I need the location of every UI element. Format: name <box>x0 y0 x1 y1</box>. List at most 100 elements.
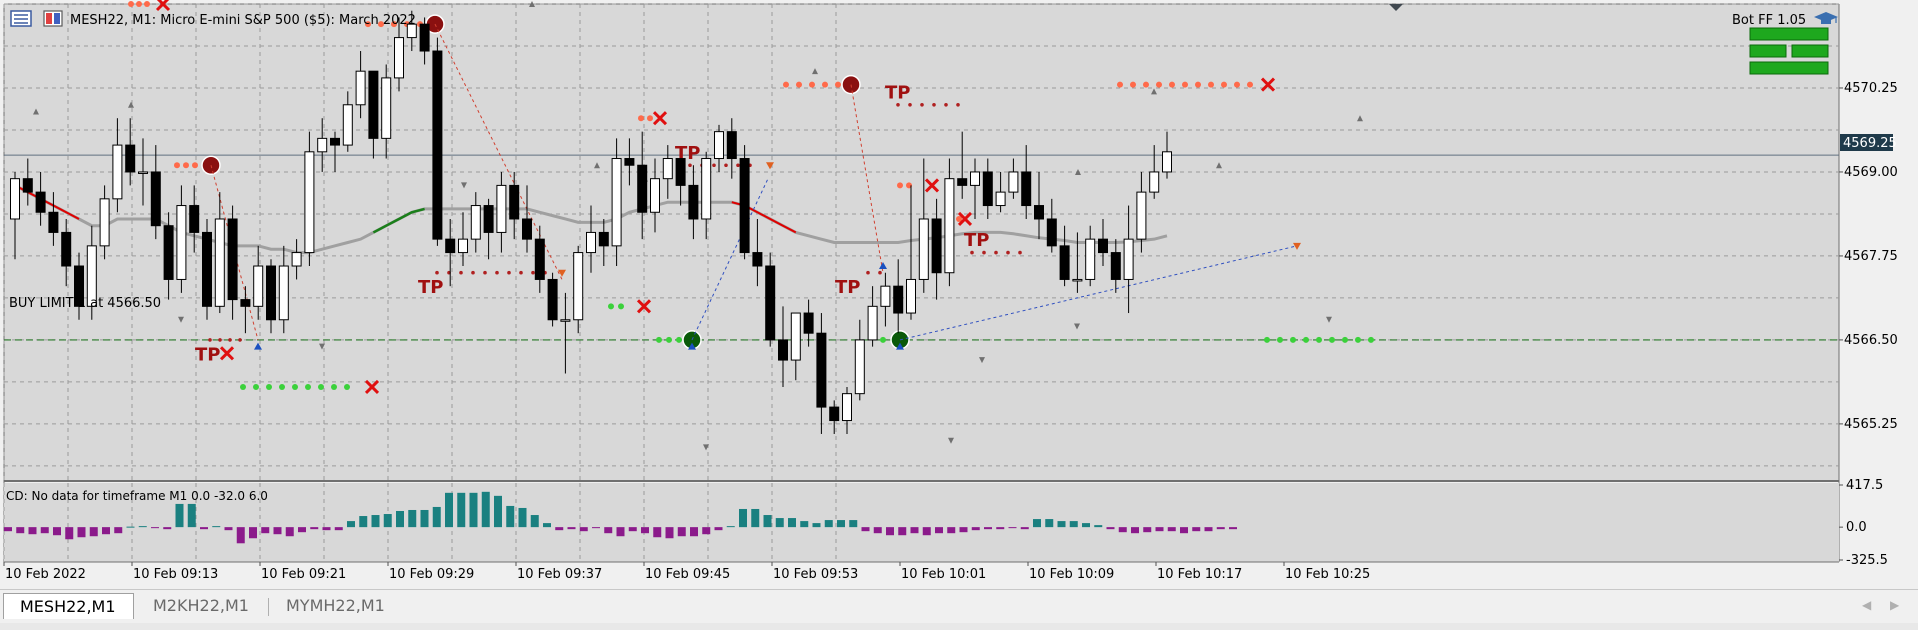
bot-button-4[interactable] <box>1749 61 1829 75</box>
tab-mymh22[interactable]: MYMH22,M1 <box>286 596 385 615</box>
histogram-bar <box>518 507 527 528</box>
candle-body <box>432 50 443 240</box>
scroll-right-icon[interactable]: ▶ <box>1890 598 1900 612</box>
histogram-bar <box>849 520 858 528</box>
level-dot <box>712 163 716 168</box>
indicator-label: CD: No data for timeframe M1 0.0 -32.0 6… <box>6 489 268 503</box>
level-dot <box>1303 336 1309 343</box>
time-axis-label: 10 Feb 10:25 <box>1285 567 1370 582</box>
candle-body <box>445 238 456 254</box>
level-dot <box>647 115 653 122</box>
candle-body <box>1162 151 1172 173</box>
histogram-bar <box>1094 525 1103 528</box>
candle-body <box>931 218 942 274</box>
price-axis-label: 4565.25 <box>1844 417 1898 432</box>
tab-mesh22[interactable]: MESH22,M1 <box>3 593 134 619</box>
fractal-arrow-icon <box>1074 323 1080 330</box>
candle-body <box>637 164 648 213</box>
close-x-icon <box>364 379 380 395</box>
histogram-bar <box>935 527 943 534</box>
sell-arrow-icon <box>1293 242 1301 250</box>
level-dot <box>608 303 614 310</box>
horizontal-scrollbar[interactable] <box>0 623 1918 630</box>
candle-body <box>790 312 801 361</box>
histogram-bar <box>775 518 784 528</box>
histogram-bar <box>77 527 86 538</box>
price-axis-label: 4569.00 <box>1844 165 1898 180</box>
candle-body <box>150 171 161 227</box>
candle-body <box>381 77 392 139</box>
buy-arrow-icon <box>254 342 262 350</box>
sell-arrow-icon <box>766 162 774 170</box>
level-dot <box>656 336 662 343</box>
level-dot <box>344 383 350 390</box>
candle-body <box>1085 238 1096 280</box>
level-dot <box>920 102 924 107</box>
level-dot <box>956 215 962 222</box>
level-dot <box>136 1 142 7</box>
candle-body <box>688 184 699 220</box>
level-dot <box>1355 336 1361 343</box>
level-dot <box>128 1 134 7</box>
histogram-bar <box>114 527 123 534</box>
histogram-bar <box>40 527 49 534</box>
histogram-bar <box>494 495 502 528</box>
histogram-bar <box>824 520 833 528</box>
tab-m2kh22[interactable]: M2KH22,M1 <box>153 596 249 615</box>
chart-detach-icon[interactable] <box>43 10 63 27</box>
candle-body <box>1136 191 1147 240</box>
candle-body <box>35 191 46 213</box>
tp-label: TP <box>418 277 443 298</box>
histogram-bar <box>555 527 564 531</box>
bot-label: Bot FF 1.05 <box>1732 13 1806 28</box>
close-x-icon <box>652 111 668 126</box>
histogram-bar <box>1106 527 1115 530</box>
bot-button-2[interactable] <box>1749 44 1787 58</box>
scroll-left-icon[interactable]: ◀ <box>1862 598 1872 612</box>
close-x-icon <box>219 346 235 361</box>
candle-body <box>1046 218 1057 247</box>
level-dot <box>378 21 384 28</box>
histogram-bar <box>579 527 588 532</box>
histogram-bar <box>1045 519 1054 528</box>
level-dot <box>1264 336 1270 343</box>
candle-body <box>803 312 814 334</box>
buy-arrow-icon <box>896 342 904 350</box>
level-dot <box>676 336 682 343</box>
candle-body <box>419 23 430 52</box>
histogram-bar <box>102 527 110 535</box>
histogram-bar <box>530 515 539 528</box>
time-axis-label: 10 Feb 09:37 <box>517 567 602 582</box>
candle-body <box>61 231 72 267</box>
shift-marker-icon[interactable] <box>1389 4 1403 11</box>
level-dot <box>391 21 397 28</box>
close-x-icon <box>636 299 652 314</box>
histogram-bar <box>1180 527 1188 534</box>
histogram-bar <box>665 527 674 539</box>
histogram-bar <box>1069 521 1078 528</box>
indicator-axis-label: 0.0 <box>1846 520 1867 535</box>
candle-body <box>918 218 929 280</box>
level-dot <box>519 270 523 275</box>
candle-body <box>586 231 596 254</box>
candle-body <box>573 252 584 321</box>
candle-body <box>266 265 276 321</box>
histogram-bar <box>445 492 453 528</box>
level-dot <box>1143 81 1149 88</box>
bot-button-1[interactable] <box>1749 27 1829 41</box>
fractal-arrow-icon <box>33 108 39 115</box>
chart-menu-icon[interactable] <box>10 10 32 27</box>
histogram-bar <box>1057 521 1066 528</box>
ma-line <box>372 207 425 234</box>
candles <box>10 10 1172 434</box>
time-axis-label: 10 Feb 10:17 <box>1157 567 1242 582</box>
tab-separator <box>268 598 269 616</box>
candle-body <box>278 265 289 321</box>
bot-button-3[interactable] <box>1791 44 1829 58</box>
indicator-axis-label: 417.5 <box>1846 478 1883 493</box>
candle-body <box>483 205 494 233</box>
level-dot <box>144 1 150 7</box>
candle-body <box>675 158 686 186</box>
histogram-bar <box>261 527 270 534</box>
